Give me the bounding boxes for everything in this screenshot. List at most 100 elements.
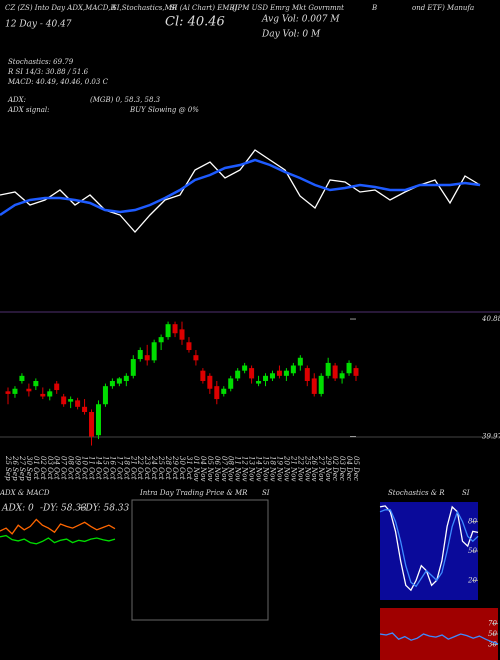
x-tick-label: 18 Nov [268, 456, 276, 481]
y-tick-label: 50 [488, 630, 497, 638]
candle-body [290, 365, 296, 374]
x-tick-label: 11 Nov [234, 456, 242, 481]
x-tick-label: 03 Dec [338, 456, 346, 481]
x-tick-label: 29 Nov [324, 455, 332, 481]
x-tick-label: 09 Oct [74, 456, 82, 480]
x-tick-label: 25 Sep [4, 455, 12, 481]
candle-body [172, 324, 178, 334]
panel-subtitle: SI [462, 489, 470, 497]
candle-body [179, 329, 185, 340]
candle-body [325, 362, 331, 376]
series-line [379, 505, 479, 592]
candle-body [186, 342, 192, 351]
header-text: B [371, 4, 377, 12]
x-tick-label: 01 Oct [32, 456, 40, 480]
y-tick-label: 20 [467, 576, 477, 584]
x-tick-label: 30 Sep [25, 456, 33, 481]
annotation: -DY: 58.33 [40, 504, 87, 514]
x-tick-label: 04 Dec [345, 456, 353, 481]
x-tick-label: 14 Oct [94, 456, 102, 480]
info-text: 12 Day - 40.47 [5, 20, 72, 30]
header-text: SI (Al Chart) EMBI [170, 4, 238, 12]
candle-body [33, 381, 39, 387]
candle-body [242, 365, 248, 371]
x-tick-label: 30 Oct [178, 456, 186, 480]
x-tick-label: 15 Nov [262, 456, 270, 481]
candle-body [130, 359, 136, 376]
x-tick-label: 12 Nov [241, 456, 249, 481]
candle-body [200, 370, 206, 381]
x-tick-label: 15 Oct [101, 456, 109, 480]
candle-body [332, 365, 338, 379]
candle-body [311, 378, 317, 394]
series-line [0, 158, 481, 217]
x-tick-label: 27 Sep [18, 455, 26, 481]
y-tick-label: 70 [488, 620, 497, 628]
annotation: +DY: 58.33 [78, 504, 130, 514]
x-tick-label: 24 Oct [150, 455, 158, 480]
candle-body [89, 411, 95, 437]
x-tick-label: 22 Oct [136, 455, 144, 480]
x-tick-label: 05 Nov [206, 456, 214, 481]
candle-body [235, 370, 241, 379]
info-text: R SI 14/3: 30.88 / 51.6 [7, 68, 89, 76]
info-text: Stochastics: 69.79 [8, 58, 74, 66]
series-line [0, 149, 481, 233]
x-tick-label: 18 Oct [122, 456, 130, 480]
candle-body [137, 350, 143, 360]
candle-body [304, 368, 310, 381]
candle-body [5, 391, 11, 394]
x-tick-label: 13 Nov [248, 456, 256, 481]
panel-title: ADX & MACD [0, 489, 50, 497]
x-tick-label: 29 Oct [171, 455, 179, 480]
info-text: Day Vol: 0 M [261, 30, 321, 40]
candle-body [144, 355, 150, 361]
y-tick-label: 30 [488, 640, 497, 648]
candle-body [151, 342, 157, 361]
x-tick-label: 14 Nov [255, 456, 263, 481]
candle-body [346, 362, 352, 374]
info-text: (MGB) 0, 58.3, 58.3 [90, 96, 161, 104]
candle-body [228, 378, 234, 389]
candle-body [54, 383, 60, 391]
candle-body [102, 386, 108, 405]
header-text: CZ (ZS) Into Day ADX,MACD,R [5, 4, 116, 12]
x-tick-label: 28 Oct [164, 455, 172, 480]
header-text: ond ETF) Manufa [412, 4, 474, 12]
candle-body [26, 388, 32, 392]
candle-body [207, 375, 213, 389]
candle-body [109, 381, 115, 387]
x-tick-label: 17 Oct [115, 456, 123, 480]
x-tick-label: 19 Nov [275, 456, 283, 481]
info-text: Cl: 40.46 [165, 15, 225, 30]
candle-body [283, 370, 289, 376]
series-line [0, 534, 116, 545]
x-tick-label: 11 Oct [88, 456, 96, 480]
candle-body [75, 400, 81, 407]
candle-body [95, 404, 101, 436]
x-tick-label: 07 Nov [220, 456, 228, 481]
x-tick-label: 25 Oct [157, 455, 165, 480]
panel-bg [380, 502, 478, 600]
panel-subtitle: SI [262, 489, 270, 497]
y-tick-label: 80 [468, 518, 477, 526]
series-line [0, 518, 116, 535]
candle-body [116, 378, 122, 384]
info-text: BUY Slowing @ 0% [129, 106, 199, 114]
candle-body [61, 396, 67, 405]
x-tick-label: 02 Dec [331, 456, 339, 481]
x-tick-label: 02 Oct [39, 456, 47, 480]
x-tick-label: 21 Oct [129, 455, 137, 480]
info-text: ADX: [7, 96, 26, 104]
panel-bg [380, 608, 498, 660]
candle-body [353, 368, 359, 376]
x-tick-label: 01 Nov [192, 456, 200, 481]
panel-frame [131, 499, 269, 621]
x-tick-label: 05 Dec [352, 456, 360, 481]
x-tick-label: 22 Nov [296, 455, 304, 481]
y-tick-label: 39.97 [482, 433, 500, 441]
y-tick-label: 50 [468, 547, 477, 555]
x-tick-label: 20 Nov [282, 455, 290, 481]
